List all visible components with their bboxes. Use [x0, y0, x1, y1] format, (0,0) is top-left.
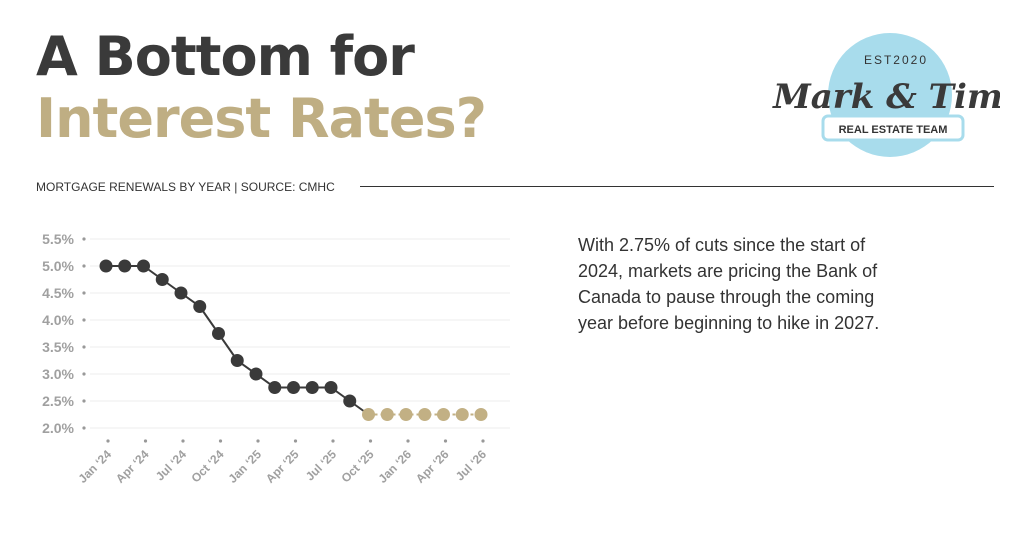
actual-point [268, 381, 282, 394]
actual-point [324, 381, 338, 394]
x-tick-label: Apr ‘26 [413, 447, 452, 486]
x-tick-label: Jul ‘24 [153, 447, 190, 484]
actual-point [343, 394, 357, 408]
actual-point [230, 354, 244, 367]
y-tick-label: 4.0% [42, 312, 74, 328]
x-tick-label: Oct ‘25 [338, 447, 376, 485]
x-tick-label: Jan ‘26 [375, 447, 414, 486]
actual-point [137, 259, 150, 273]
x-tick-mark [368, 439, 373, 443]
x-tick-mark [443, 439, 448, 443]
divider [360, 186, 994, 187]
y-tick-label: 2.5% [42, 393, 74, 409]
x-tick-mark [143, 439, 148, 443]
logo-est: EST2020 [864, 53, 928, 67]
x-tick-mark [481, 439, 485, 443]
y-tick-label: 5.5% [42, 231, 74, 247]
x-tick-mark [181, 439, 185, 443]
x-tick-label: Apr ‘24 [113, 447, 152, 486]
forecast-point [362, 408, 375, 421]
x-tick-mark [293, 439, 298, 443]
actual-point [287, 381, 300, 394]
x-tick-mark [331, 439, 335, 443]
forecast-point [399, 408, 413, 421]
forecast-point [437, 408, 450, 421]
forecast-point [474, 408, 488, 421]
chart-subtitle: MORTGAGE RENEWALS BY YEAR | SOURCE: CMHC [36, 180, 335, 194]
forecast-point [380, 408, 394, 421]
title-line-1: A Bottom for [36, 25, 415, 88]
y-tick-label: 4.5% [42, 285, 74, 301]
y-tick-label: 5.0% [42, 258, 74, 274]
x-tick-label: Jul ‘25 [303, 447, 340, 484]
x-tick-label: Oct ‘24 [188, 447, 226, 485]
actual-point [99, 259, 113, 273]
x-tick-mark [106, 439, 110, 443]
x-tick-label: Jul ‘26 [453, 447, 490, 484]
actual-point [174, 286, 188, 300]
x-tick-mark [406, 439, 410, 443]
x-tick-mark [218, 439, 223, 443]
y-tick-mark [82, 345, 86, 349]
actual-point [118, 259, 132, 273]
y-tick-mark [82, 264, 86, 268]
x-tick-label: Jan ‘25 [225, 447, 264, 486]
y-tick-mark [82, 291, 86, 295]
y-tick-label: 3.5% [42, 339, 74, 355]
logo: EST2020 Mark & Tim REAL ESTATE TEAM [772, 33, 1000, 157]
y-tick-label: 3.0% [42, 366, 74, 382]
y-tick-mark [82, 237, 86, 241]
y-tick-mark [82, 399, 86, 403]
title-line-2: Interest Rates? [36, 87, 487, 150]
y-tick-mark [82, 372, 86, 376]
logo-tagline: REAL ESTATE TEAM [839, 124, 948, 136]
logo-name: Mark & Tim [772, 77, 1000, 117]
y-tick-label: 2.0% [42, 420, 74, 436]
x-tick-label: Apr ‘25 [263, 447, 302, 486]
actual-point [305, 381, 319, 394]
x-tick-mark [256, 439, 260, 443]
description: With 2.75% of cuts since the start of 20… [578, 235, 880, 333]
actual-point [212, 327, 225, 340]
x-tick-label: Jan ‘24 [75, 447, 114, 486]
forecast-point [418, 408, 432, 421]
rate-chart: 5.5%5.0%4.5%4.0%3.5%3.0%2.5%2.0%Jan ‘24A… [42, 231, 510, 486]
y-tick-mark [82, 318, 86, 322]
forecast-point [455, 408, 469, 421]
actual-point [249, 367, 263, 381]
actual-point [155, 273, 169, 286]
actual-point [193, 300, 207, 313]
y-tick-mark [82, 426, 86, 430]
